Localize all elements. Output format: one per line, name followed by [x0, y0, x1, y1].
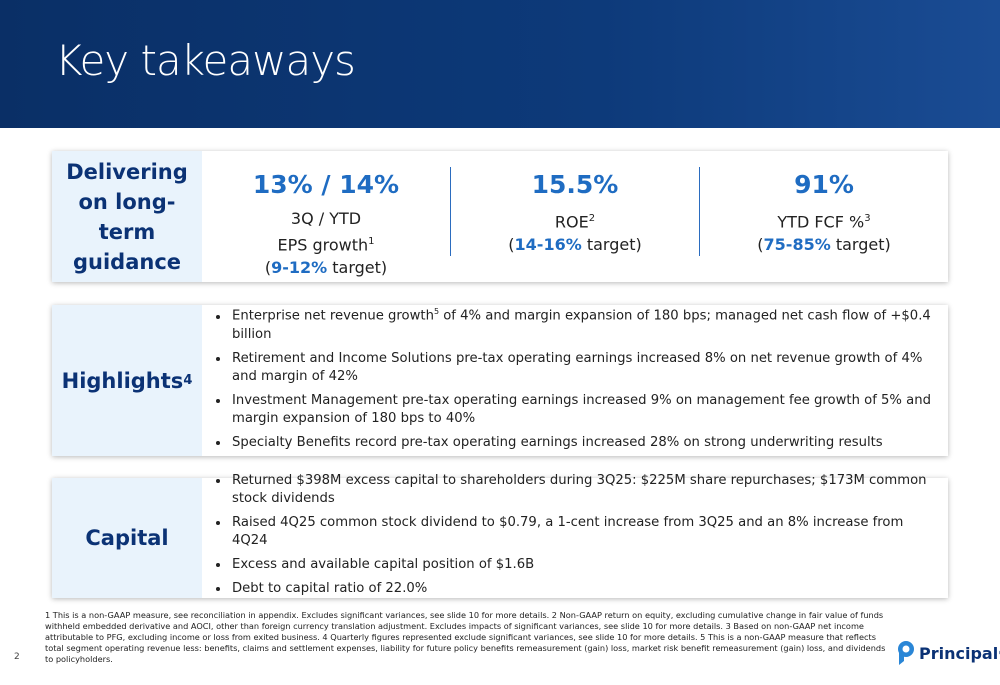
label-text: Highlights	[61, 368, 184, 393]
metric-description: EPS growth1	[202, 230, 450, 256]
footnote: 1 This is a non-GAAP measure, see reconc…	[45, 610, 886, 664]
bullet: Returned $398M excess capital to shareho…	[230, 472, 938, 508]
bullet-list: Returned $398M excess capital to shareho…	[202, 472, 948, 604]
page-number: 2	[14, 652, 20, 662]
logo-icon	[898, 641, 914, 665]
metric-value: 13% / 14%	[252, 170, 400, 199]
target-close: target)	[327, 258, 388, 278]
bullet-text: Investment Management pre-tax operating …	[232, 392, 931, 426]
bullet-text: Returned $398M excess capital to shareho…	[232, 473, 927, 506]
metric-target: (9-12% target)	[202, 256, 450, 279]
metrics: 13% / 14% 3Q / YTD EPS growth1 (9-12% targe…	[202, 151, 948, 282]
metric-target: (14-16% target)	[451, 233, 699, 256]
section-label: Capital	[52, 478, 202, 598]
bullets-box: Enterprise net revenue growth5 of 4% and…	[202, 305, 948, 456]
metric: 15.5% ROE2 (14-16% target)	[450, 167, 699, 257]
description-text: YTD FCF %	[777, 212, 865, 232]
bullet-text: Enterprise net revenue growth	[232, 308, 434, 324]
guidance-card: Delivering on long-term guidance 13% / 1…	[52, 151, 948, 282]
section-label: Delivering on long-term guidance	[52, 151, 202, 282]
target-range: 14-16%	[514, 235, 582, 255]
header: Key takeaways	[0, 0, 1000, 128]
bullets-box: Returned $398M excess capital to shareho…	[202, 473, 948, 598]
footnote-ref: 2	[588, 213, 596, 224]
metric-subtitle: 3Q / YTD	[290, 209, 362, 228]
bullet-text: Raised 4Q25 common stock dividend to $0.…	[232, 515, 904, 548]
bullet: Raised 4Q25 common stock dividend to $0.…	[230, 514, 938, 550]
target-open: (	[508, 235, 515, 255]
title: Key takeaways	[55, 36, 356, 85]
target-open: (	[264, 258, 272, 278]
target-close: target)	[581, 235, 642, 255]
metric-value: 15.5%	[531, 170, 619, 199]
bullet-text: Specialty Benefits record pre-tax operat…	[232, 434, 883, 450]
logo: Principal®	[896, 640, 1000, 666]
footnote-ref: 5	[433, 307, 440, 317]
target-open: (	[757, 235, 764, 255]
bullet-text: of 4% and margin expansion of 180 bps; m…	[232, 308, 931, 342]
metric-target: (75-85% target)	[700, 233, 948, 256]
bullet-text: Excess and available capital position of…	[232, 557, 535, 572]
bullet: Excess and available capital position of…	[230, 556, 938, 574]
bullet: Debt to capital ratio of 22.0%	[230, 580, 938, 598]
bullet: Retirement and Income Solutions pre-tax …	[230, 350, 938, 386]
bullet-list: Enterprise net revenue growth5 of 4% and…	[202, 303, 948, 457]
metric-value: 91%	[794, 170, 854, 199]
target-close: target)	[830, 235, 891, 255]
capital-card: Capital Returned $398M excess capital to…	[52, 473, 948, 598]
bullet: Specialty Benefits record pre-tax operat…	[230, 434, 938, 452]
metric: 91% YTD FCF %3 (75-85% target)	[699, 167, 948, 257]
target-range: 75-85%	[763, 235, 831, 255]
metric: 13% / 14% 3Q / YTD EPS growth1 (9-12% targe…	[202, 167, 450, 279]
footnote-ref: 3	[864, 213, 871, 224]
logo-text: Principal	[919, 643, 999, 663]
footnote-ref: 4	[183, 372, 193, 388]
description-text: EPS growth	[277, 235, 369, 255]
bullet-text: Debt to capital ratio of 22.0%	[232, 581, 428, 596]
description-text: ROE	[554, 212, 589, 232]
metric-description: YTD FCF %3	[700, 207, 948, 233]
metric-description: ROE2	[451, 207, 699, 233]
section-label: Highlights 4	[52, 305, 202, 456]
bullet-text: Retirement and Income Solutions pre-tax …	[232, 350, 923, 384]
logo-mark: ®	[998, 649, 1000, 657]
footnote-ref: 1	[368, 236, 375, 247]
target-range: 9-12%	[271, 258, 328, 278]
bullet: Enterprise net revenue growth5 of 4% and…	[230, 303, 938, 343]
bullet: Investment Management pre-tax operating …	[230, 392, 938, 428]
